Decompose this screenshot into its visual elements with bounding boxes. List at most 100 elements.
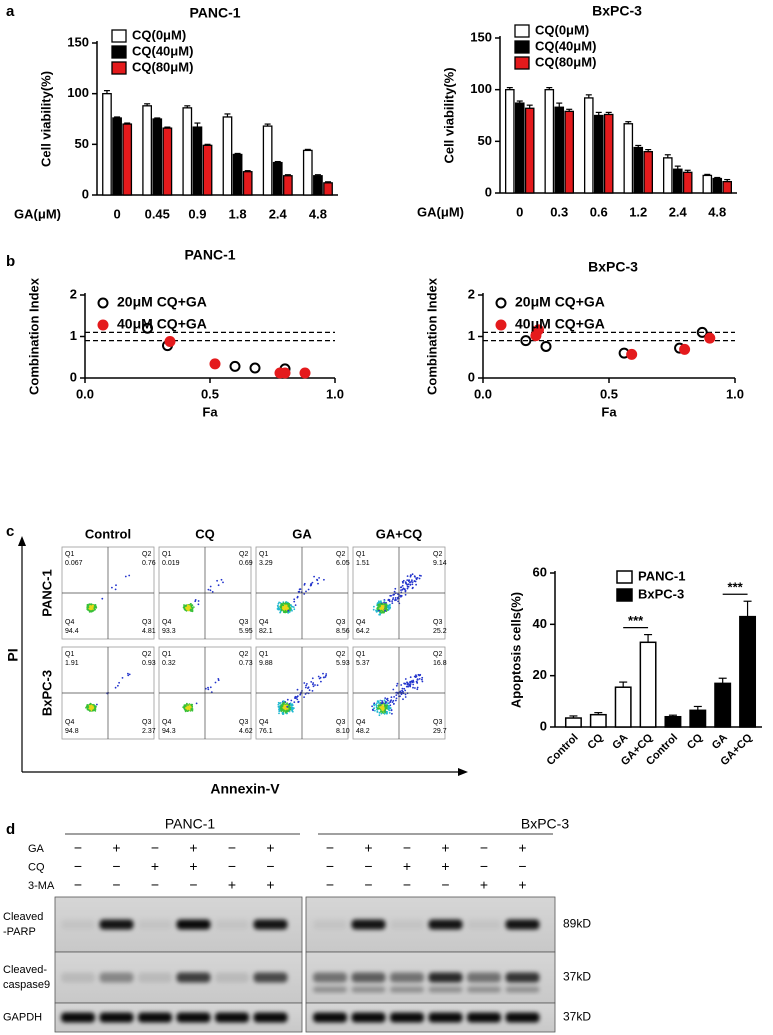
flow-dot [87, 608, 89, 611]
quadrant-value: 2.37 [142, 728, 156, 735]
flow-dot [421, 676, 424, 679]
flow-dot [377, 707, 379, 710]
legend-marker [97, 297, 109, 309]
point [229, 360, 241, 372]
flow-dot [297, 701, 300, 703]
flow-dot [124, 575, 127, 578]
blot-band [99, 919, 134, 930]
bar [152, 118, 163, 196]
flow-dot [397, 600, 399, 603]
flow-dot [187, 704, 189, 706]
flow-dot [316, 579, 319, 582]
blot-band [138, 972, 172, 983]
flow-dot [311, 690, 314, 692]
blot-band [351, 986, 386, 993]
flow-dot [412, 686, 414, 689]
flow-dot [290, 605, 293, 608]
flow-dot [277, 705, 280, 708]
quadrant-name: Q1 [356, 551, 365, 558]
flow-dot [293, 701, 296, 703]
flow-dot [393, 590, 396, 593]
flow-dot [384, 706, 387, 709]
quadrant-name: Q3 [142, 719, 151, 726]
row-label: BxPC-3 [39, 670, 54, 716]
flow-dot [278, 601, 280, 604]
treatment-sign: + [518, 840, 526, 856]
flow-dot [377, 606, 380, 609]
flow-dot [293, 598, 296, 601]
legend-swatch [514, 56, 530, 70]
flow-dot [373, 605, 375, 608]
quadrant-value: 6.05 [336, 560, 350, 567]
flow-dot [217, 584, 220, 587]
flow-dots [182, 678, 220, 713]
flow-dot [411, 680, 414, 682]
flow-dot [296, 595, 299, 598]
treatment-sign: + [266, 877, 274, 893]
flow-dot [373, 702, 376, 705]
x-tick-label: 0.0 [76, 386, 94, 401]
blot-band [313, 919, 347, 930]
flow-dot [390, 709, 393, 712]
legend-label: CQ(40μM) [132, 43, 193, 58]
point [532, 324, 544, 336]
flow-dot [406, 575, 409, 577]
treatment-sign: − [326, 877, 334, 893]
y-tick-label: 2 [70, 286, 77, 301]
flow-dot [282, 706, 285, 709]
flow-dot [101, 597, 104, 600]
point [540, 340, 552, 352]
x-tick-label: 0.45 [145, 206, 170, 221]
bar [272, 161, 283, 196]
point [164, 335, 176, 347]
quadrant-name: Q1 [65, 651, 74, 658]
flow-dot [391, 600, 393, 602]
flow-dot [293, 600, 296, 603]
blot-band [138, 919, 172, 930]
flow-dot [377, 604, 380, 607]
quadrant-value: 0.019 [162, 560, 180, 567]
x-tick-label: 0.9 [188, 206, 206, 221]
flow-dot [185, 706, 188, 709]
blot-band [428, 919, 463, 930]
legend-label: CQ(0μM) [535, 22, 589, 37]
y-tick-label: 0 [70, 369, 77, 384]
treatment-sign: − [480, 858, 488, 874]
blot-band [176, 972, 211, 983]
flow-dot [189, 606, 191, 609]
flow-dot [92, 703, 95, 706]
blot-band [215, 972, 249, 983]
y-tick-label: 100 [67, 85, 89, 100]
flow-dot [290, 704, 293, 707]
flow-dot [409, 575, 412, 578]
arrow-head [458, 768, 468, 776]
flow-dot [396, 682, 399, 685]
flow-dot [291, 710, 294, 713]
bar [614, 686, 632, 728]
flow-dot [92, 604, 94, 607]
flow-dot [288, 611, 290, 614]
blot-band [351, 972, 386, 983]
quadrant-value: 0.93 [142, 660, 156, 667]
flow-dot [419, 674, 422, 676]
bar [682, 171, 693, 194]
quadrant-name: Q4 [259, 619, 268, 626]
y-tick-label: 20 [533, 667, 547, 682]
flow-dot [402, 579, 405, 582]
flow-dot [415, 583, 417, 586]
blot-band [505, 986, 540, 993]
flow-dot [383, 599, 386, 602]
flow-dot [375, 611, 378, 613]
treatment-sign: − [518, 858, 526, 874]
legend-swatch [616, 588, 633, 602]
quadrant-value: 1.91 [65, 660, 79, 667]
flow-dot [285, 604, 288, 607]
flow-dot [197, 600, 200, 602]
bar [583, 97, 594, 194]
blot-band [138, 1012, 172, 1023]
treatment-sign: − [403, 877, 411, 893]
blot-band [215, 1012, 249, 1023]
flow-dot [209, 589, 212, 592]
flow-dots [85, 672, 131, 712]
flow-dot [404, 696, 407, 698]
